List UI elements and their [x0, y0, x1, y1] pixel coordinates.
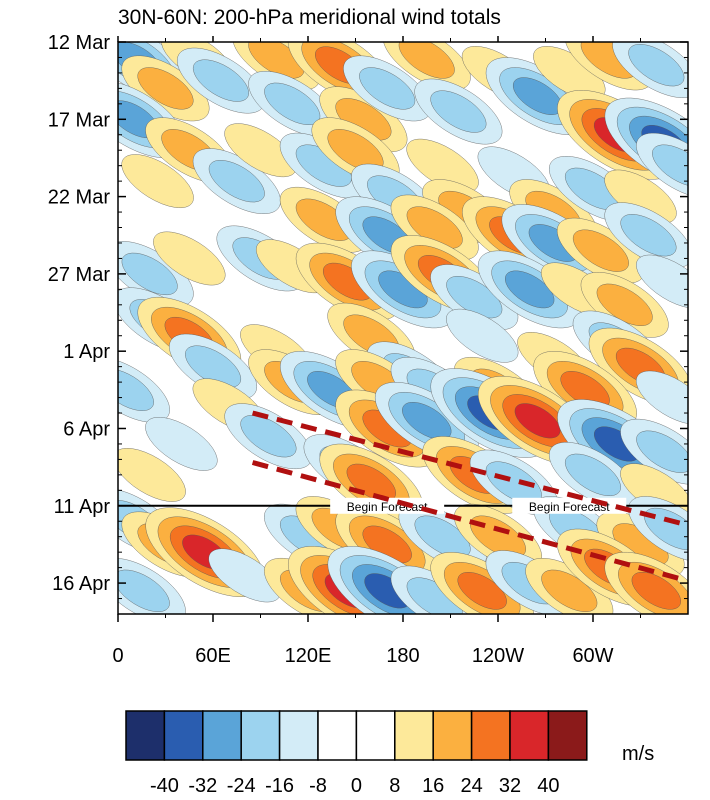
y-tick-label: 16 Apr — [52, 573, 110, 595]
colorbar-swatch — [547, 710, 588, 761]
x-tick-label: 120E — [285, 645, 332, 667]
plot-area: Begin Forecast Begin Forecast — [117, 41, 689, 615]
colorbar-swatch — [509, 710, 550, 761]
colorbar-label: 40 — [537, 775, 559, 797]
contour-fill — [118, 569, 170, 612]
contour-fill — [118, 448, 186, 502]
contour-fill — [636, 370, 688, 425]
contour-fill — [565, 453, 621, 497]
colorbar-label: -16 — [265, 775, 294, 797]
contour-fill — [631, 571, 681, 610]
contour-fill — [652, 144, 688, 187]
contour-fill — [208, 160, 265, 203]
colorbar-swatch — [317, 710, 358, 761]
contour-fill — [398, 42, 455, 79]
colorbar-swatch — [163, 710, 204, 761]
contour-fill — [248, 42, 305, 79]
y-tick-label: 6 Apr — [63, 418, 110, 440]
y-tick-label: 27 Mar — [48, 264, 111, 286]
contour-fill — [446, 308, 519, 363]
contour-fill — [620, 214, 677, 257]
x-tick-label: 180 — [386, 645, 419, 667]
colorbar-label: 24 — [460, 775, 482, 797]
y-tick-label: 11 Apr — [54, 496, 111, 518]
begin-forecast-label: Begin Forecast — [347, 500, 428, 514]
contour-fill — [240, 415, 297, 458]
x-tick-label: 120W — [472, 645, 524, 667]
colorbar-unit: m/s — [622, 743, 654, 765]
colorbar-label: -24 — [227, 775, 256, 797]
contour-fill — [636, 430, 688, 473]
contour-fill — [541, 569, 598, 612]
x-axis: 0 60E 120E 180 120W 60W — [112, 36, 641, 667]
colorbar-swatch — [394, 710, 434, 761]
x-tick-label: 60E — [195, 645, 231, 667]
x-tick-label: 60W — [572, 645, 613, 667]
contour-fill — [414, 515, 471, 558]
y-tick-label: 1 Apr — [63, 341, 110, 363]
colorbar-swatch — [432, 710, 473, 761]
contour-fill — [121, 252, 178, 296]
contour-fill — [628, 44, 685, 87]
y-tick-label: 22 Mar — [48, 187, 111, 209]
colorbar-label: -8 — [309, 775, 327, 797]
y-tick-label: 17 Mar — [48, 109, 111, 131]
contour-fill — [118, 368, 154, 411]
colorbar-label: 8 — [389, 775, 400, 797]
contour-fill — [153, 231, 226, 286]
contour-fill — [636, 254, 688, 309]
begin-forecast-label-background — [330, 497, 445, 514]
contour-fill-layer — [118, 42, 688, 614]
colorbar-swatch — [355, 710, 396, 761]
contour-fill — [457, 572, 507, 610]
colorbar-swatch — [470, 710, 511, 761]
contour-fill — [121, 154, 194, 208]
contour-fill — [430, 90, 487, 133]
colorbar-label: -40 — [150, 775, 179, 797]
colorbar-label: 32 — [499, 775, 521, 797]
contour-fill — [192, 59, 249, 102]
x-tick-label: 0 — [112, 645, 123, 667]
contour-fill — [514, 403, 561, 439]
contour-fill — [504, 270, 555, 309]
contour-fill — [359, 67, 416, 110]
y-axis: 12 Mar 17 Mar 22 Mar 27 Mar 1 Apr 6 Apr 11 Apr… — [48, 32, 688, 600]
chart-title: 30N-60N: 200-hPa meridional wind totals — [118, 6, 501, 29]
colorbar-swatch — [278, 710, 319, 761]
colorbar-label: 16 — [422, 775, 444, 797]
contour-fill — [572, 229, 629, 272]
colorbar-swatch — [240, 710, 281, 761]
contour-fill — [137, 67, 194, 110]
contour-fill — [402, 402, 452, 440]
contour-fill — [145, 417, 218, 471]
colorbar-swatch — [125, 710, 166, 761]
y-tick-label: 12 Mar — [48, 32, 111, 54]
colorbar-label: 0 — [351, 775, 362, 797]
colorbar: -40 -32 -24 -16 -8 0 8 16 24 32 40 — [125, 710, 588, 797]
begin-forecast-label: Begin Forecast — [529, 500, 610, 514]
colorbar-label: -32 — [188, 775, 217, 797]
colorbar-swatch — [202, 710, 242, 761]
